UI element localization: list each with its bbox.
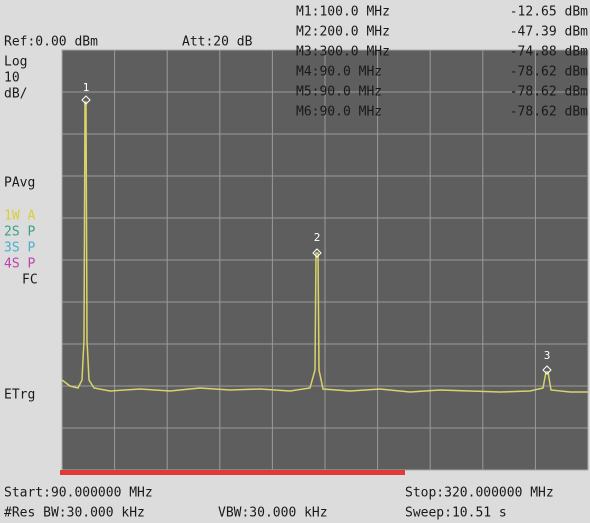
- marker-label: M2:200.0 MHz: [296, 25, 390, 40]
- grid: [62, 50, 588, 470]
- sweep-bar: [60, 470, 405, 475]
- marker-number: 3: [544, 349, 551, 362]
- marker-value: -74.88 dBm: [510, 45, 588, 60]
- marker-value: -47.39 dBm: [510, 25, 588, 40]
- res-bw: #Res BW:30.000 kHz: [4, 506, 145, 521]
- trigger-label: ETrg: [4, 388, 35, 403]
- vbw: VBW:30.000 kHz: [218, 506, 328, 521]
- trace-label: 2S P: [4, 225, 35, 240]
- marker-diamond: [81, 95, 91, 105]
- marker-number: 1: [83, 81, 90, 94]
- marker-label: M3:300.0 MHz: [296, 45, 390, 60]
- fc-label: FC: [22, 273, 38, 288]
- marker-label: M4:90.0 MHz: [296, 65, 382, 80]
- marker-diamond: [542, 365, 552, 375]
- marker-value: -78.62 dBm: [510, 85, 588, 100]
- marker-value: -78.62 dBm: [510, 105, 588, 120]
- marker-label: M6:90.0 MHz: [296, 105, 382, 120]
- ref-level: Ref:0.00 dBm: [4, 35, 98, 50]
- sweep-time: Sweep:10.51 s: [405, 506, 507, 521]
- scale-label: 10: [4, 71, 20, 86]
- avg-label: PAvg: [4, 176, 35, 191]
- scale-label: dB/: [4, 87, 27, 102]
- marker-table: M1:100.0 MHz -12.65 dBm M2:200.0 MHz -47.39…: [296, 5, 588, 120]
- spectrum-trace: [61, 101, 588, 393]
- marker-value: -12.65 dBm: [510, 5, 588, 20]
- trace-label: 4S P: [4, 257, 35, 272]
- marker-label: M5:90.0 MHz: [296, 85, 382, 100]
- scale-label: Log: [4, 55, 27, 70]
- marker-number: 2: [314, 231, 321, 244]
- trace-label: 1W A: [4, 209, 35, 224]
- plot-marker-group: 1 2 3: [81, 81, 552, 375]
- marker-diamond: [312, 248, 322, 258]
- start-freq: Start:90.000000 MHz: [4, 486, 153, 501]
- trace-label: 3S P: [4, 241, 35, 256]
- attenuation: Att:20 dB: [182, 35, 253, 50]
- marker-label: M1:100.0 MHz: [296, 5, 390, 20]
- stop-freq: Stop:320.000000 MHz: [405, 486, 554, 501]
- marker-value: -78.62 dBm: [510, 65, 588, 80]
